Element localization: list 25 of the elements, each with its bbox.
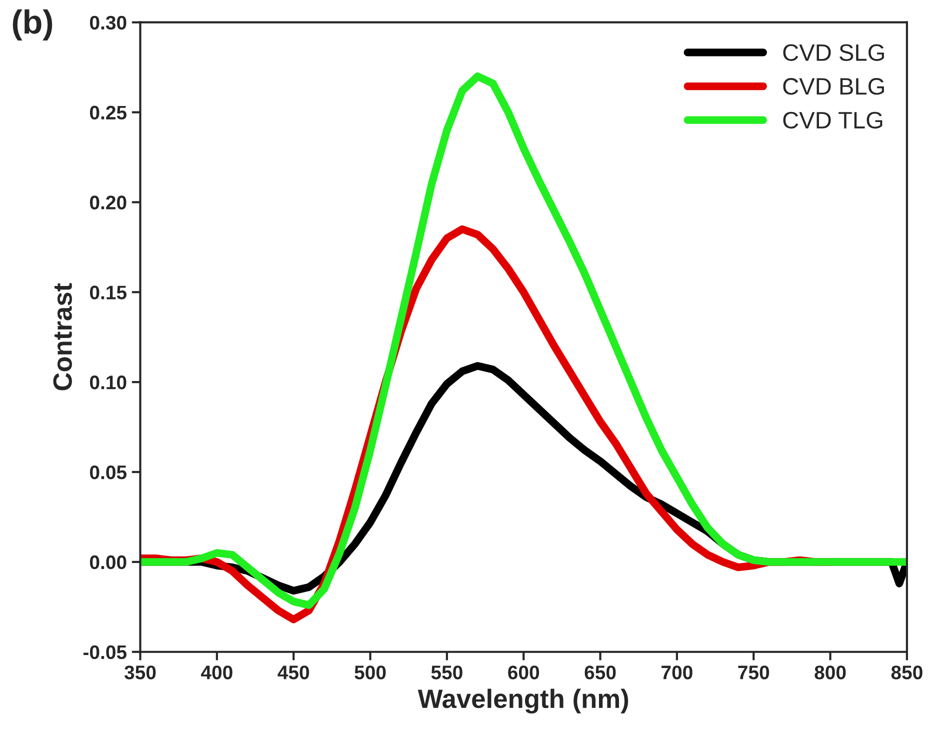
x-tick-label: 800 — [814, 666, 846, 680]
x-tick-label: 350 — [124, 666, 156, 680]
y-axis-title: Contrast — [53, 283, 72, 390]
legend-label: CVD TLG — [783, 112, 882, 129]
y-tick-label: 0.10 — [90, 376, 126, 390]
x-tick-label: 450 — [278, 666, 310, 680]
legend-label: CVD SLG — [783, 44, 884, 61]
y-tick-label: 0.00 — [90, 555, 126, 570]
y-tick-label: -0.05 — [84, 645, 127, 660]
y-tick-label: 0.05 — [90, 465, 127, 480]
x-tick-label: 650 — [584, 666, 616, 680]
x-tick-label: 850 — [891, 666, 922, 680]
y-tick-label: 0.30 — [90, 16, 126, 30]
legend-label: CVD BLG — [783, 78, 884, 95]
x-tick-label: 550 — [431, 666, 462, 680]
x-tick-label: 700 — [662, 666, 692, 680]
x-tick-label: 400 — [200, 666, 232, 680]
y-tick-label: 0.20 — [90, 196, 126, 210]
y-tick-label: 0.15 — [90, 286, 127, 300]
x-tick-label: 750 — [738, 666, 770, 680]
x-tick-label: 600 — [508, 666, 540, 680]
chart-title: (b) — [12, 9, 52, 40]
y-tick-label: 0.25 — [90, 106, 127, 120]
x-axis-title: Wavelength (nm) — [418, 688, 628, 714]
x-tick-label: 500 — [354, 666, 386, 680]
